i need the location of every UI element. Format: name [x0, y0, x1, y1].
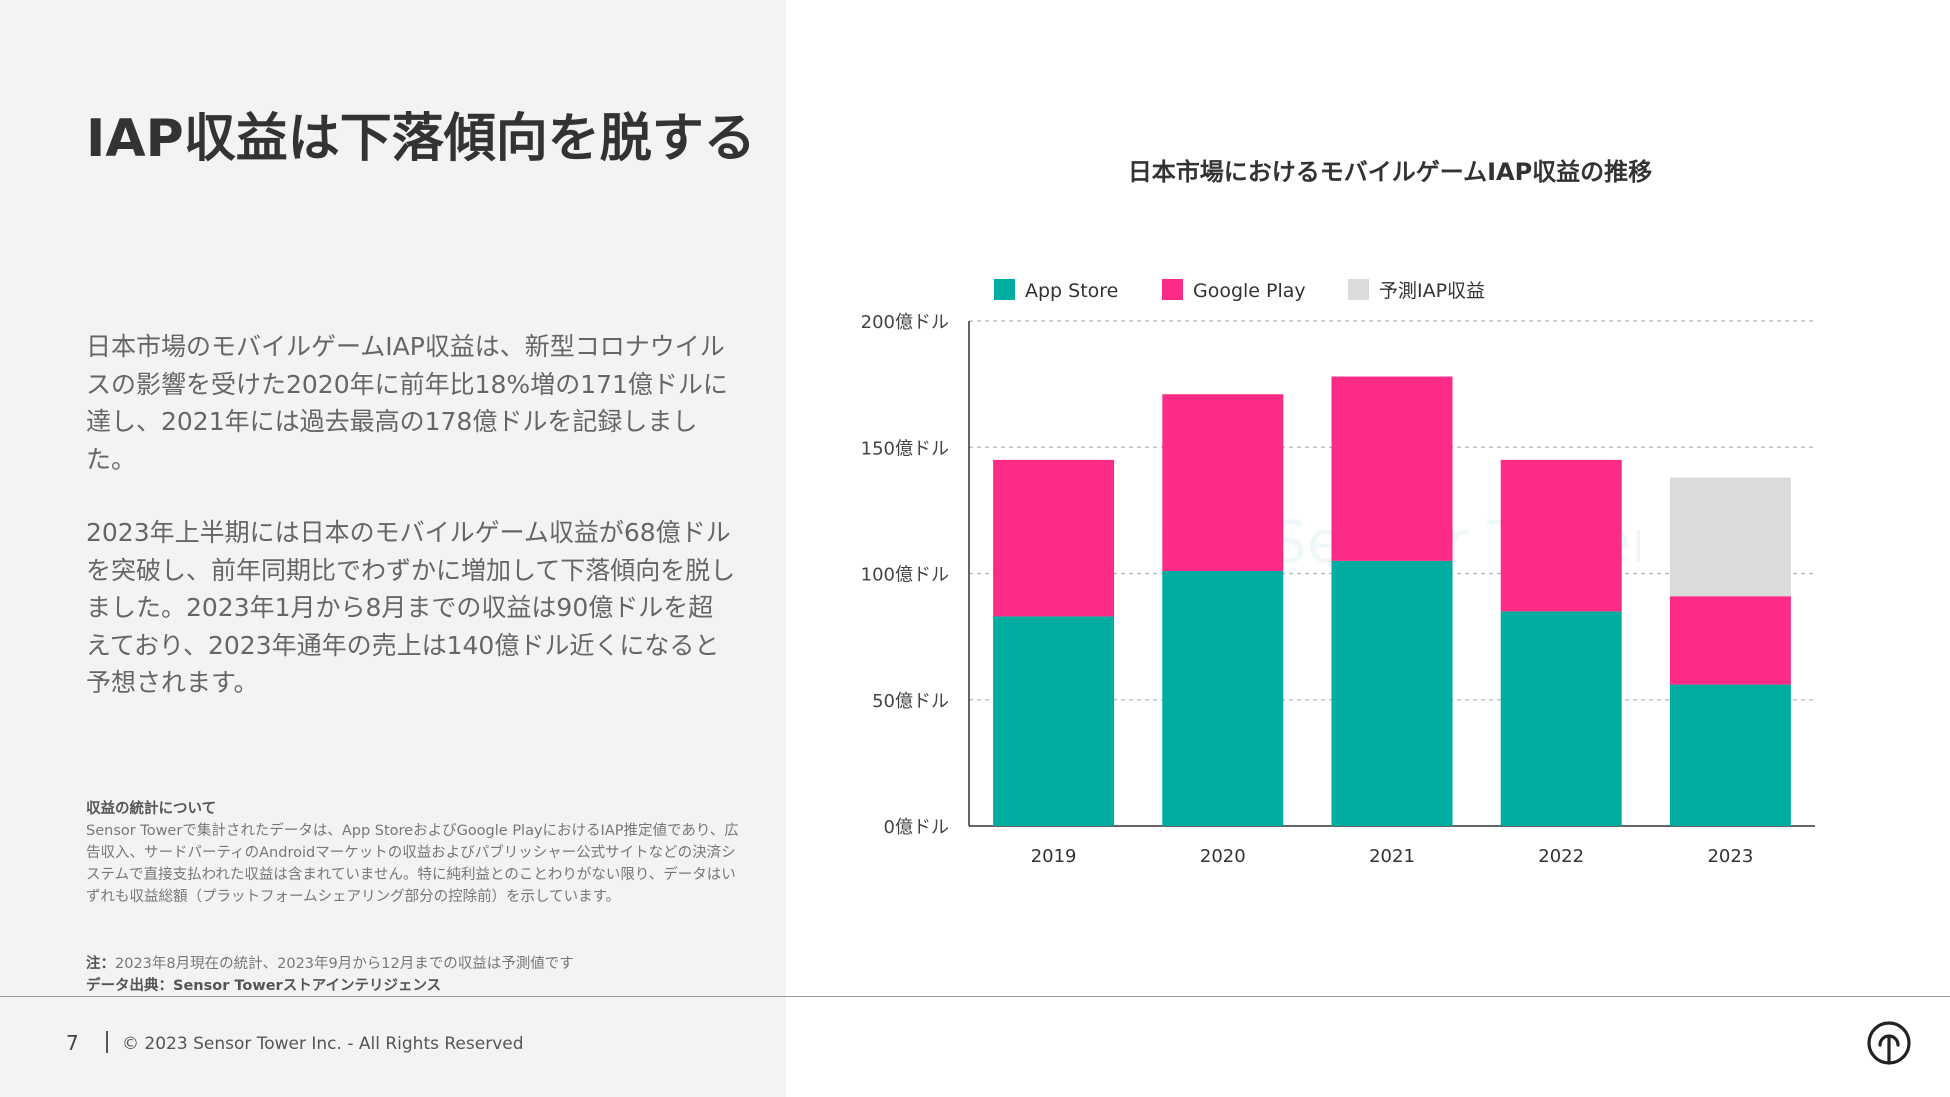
sensor-tower-logo-icon [1867, 1021, 1911, 1065]
footer-divider [0, 996, 1950, 997]
y-tick-label: 150億ドル [861, 438, 949, 459]
bar-2023-series-2 [1669, 477, 1791, 597]
y-tick-label: 50億ドル [872, 691, 949, 712]
notes-body: Sensor Towerで集計されたデータは、App StoreおよびGoogl… [86, 823, 739, 905]
bar-2023-series-1 [1669, 596, 1791, 685]
bar-2019-series-0 [993, 616, 1115, 826]
source-notes: 注：2023年8月現在の統計、2023年9月から12月までの収益は予測値です デ… [86, 953, 746, 997]
left-panel [0, 0, 786, 1097]
x-tick-label: 2022 [1538, 846, 1584, 867]
bar-2022-series-1 [1500, 459, 1622, 612]
body-paragraph-1: 日本市場のモバイルゲームIAP収益は、新型コロナウイルスの影響を受けた2020年… [86, 332, 728, 474]
note-line: 注：2023年8月現在の統計、2023年9月から12月までの収益は予測値です [86, 953, 746, 975]
x-tick-label: 2019 [1031, 846, 1077, 867]
legend-swatch [1162, 279, 1183, 300]
notes-heading: 収益の統計について [86, 801, 217, 817]
x-tick-label: 2023 [1707, 846, 1753, 867]
y-tick-label: 100億ドル [861, 565, 949, 586]
revenue-notes: 収益の統計について Sensor Towerで集計されたデータは、App Sto… [86, 798, 746, 908]
x-tick-label: 2021 [1369, 846, 1415, 867]
legend-label: 予測IAP収益 [1379, 280, 1485, 302]
source-line: データ出典：Sensor Towerストアインテリジェンス [86, 975, 746, 997]
x-tick-label: 2020 [1200, 846, 1246, 867]
legend-label: App Store [1025, 280, 1118, 302]
bar-2021-series-1 [1331, 376, 1453, 561]
page-title: IAP収益は下落傾向を脱する [86, 109, 756, 169]
source-text: Sensor Towerストアインテリジェンス [173, 978, 442, 994]
bar-2021-series-0 [1331, 560, 1453, 826]
footer-separator [106, 1031, 108, 1053]
bar-2019-series-1 [993, 459, 1115, 617]
y-tick-label: 0億ドル [884, 817, 949, 838]
chart-title: 日本市場におけるモバイルゲームIAP収益の推移 [1127, 158, 1653, 186]
copyright-text: © 2023 Sensor Tower Inc. - All Rights Re… [122, 1034, 524, 1054]
page-number: 7 [66, 1031, 79, 1055]
bar-2023-series-0 [1669, 684, 1791, 826]
legend-swatch [1348, 279, 1369, 300]
bar-2020-series-0 [1162, 570, 1284, 826]
bar-2020-series-1 [1162, 394, 1284, 571]
legend-swatch [994, 279, 1015, 300]
body-paragraph-2: 2023年上半期には日本のモバイルゲーム収益が68億ドルを突破し、前年同期比でわ… [86, 518, 736, 697]
note-label: 注： [86, 956, 115, 972]
legend-label: Google Play [1193, 280, 1306, 302]
source-label: データ出典： [86, 978, 173, 994]
y-tick-label: 200億ドル [861, 312, 949, 333]
note-text: 2023年8月現在の統計、2023年9月から12月までの収益は予測値です [115, 956, 574, 972]
bar-2022-series-0 [1500, 611, 1622, 826]
